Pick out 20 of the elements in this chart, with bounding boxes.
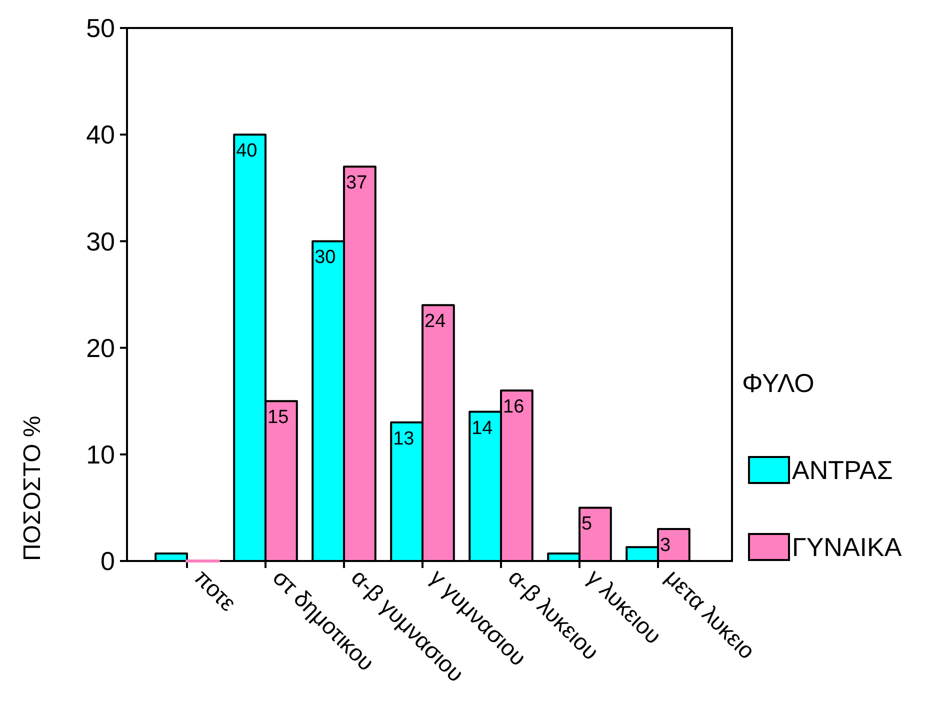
y-tick-label: 30: [86, 226, 115, 256]
legend-label: ΑΝΤΡΑΣ: [792, 455, 893, 485]
data-label: 37: [346, 172, 368, 194]
data-label: 16: [503, 396, 524, 418]
data-label: 15: [268, 407, 289, 428]
y-tick-label: 0: [100, 546, 115, 576]
data-label: 30: [314, 247, 336, 268]
data-label: 14: [472, 418, 494, 439]
data-label: 13: [393, 428, 414, 450]
data-label: 24: [424, 311, 446, 332]
legend-title: ΦΥΛΟ: [742, 368, 814, 398]
data-label: 40: [236, 140, 258, 162]
data-label: 3: [660, 535, 671, 556]
legend-label: ΓΥΝΑΙΚΑ: [792, 532, 902, 562]
y-tick-label: 20: [86, 332, 115, 363]
data-label: 5: [582, 514, 592, 535]
y-tick-label: 50: [86, 13, 115, 44]
y-axis-title: ΠΟΣΟΣΤΟ %: [19, 416, 46, 561]
y-tick-label: 10: [86, 440, 115, 470]
y-tick-label: 40: [86, 120, 115, 150]
